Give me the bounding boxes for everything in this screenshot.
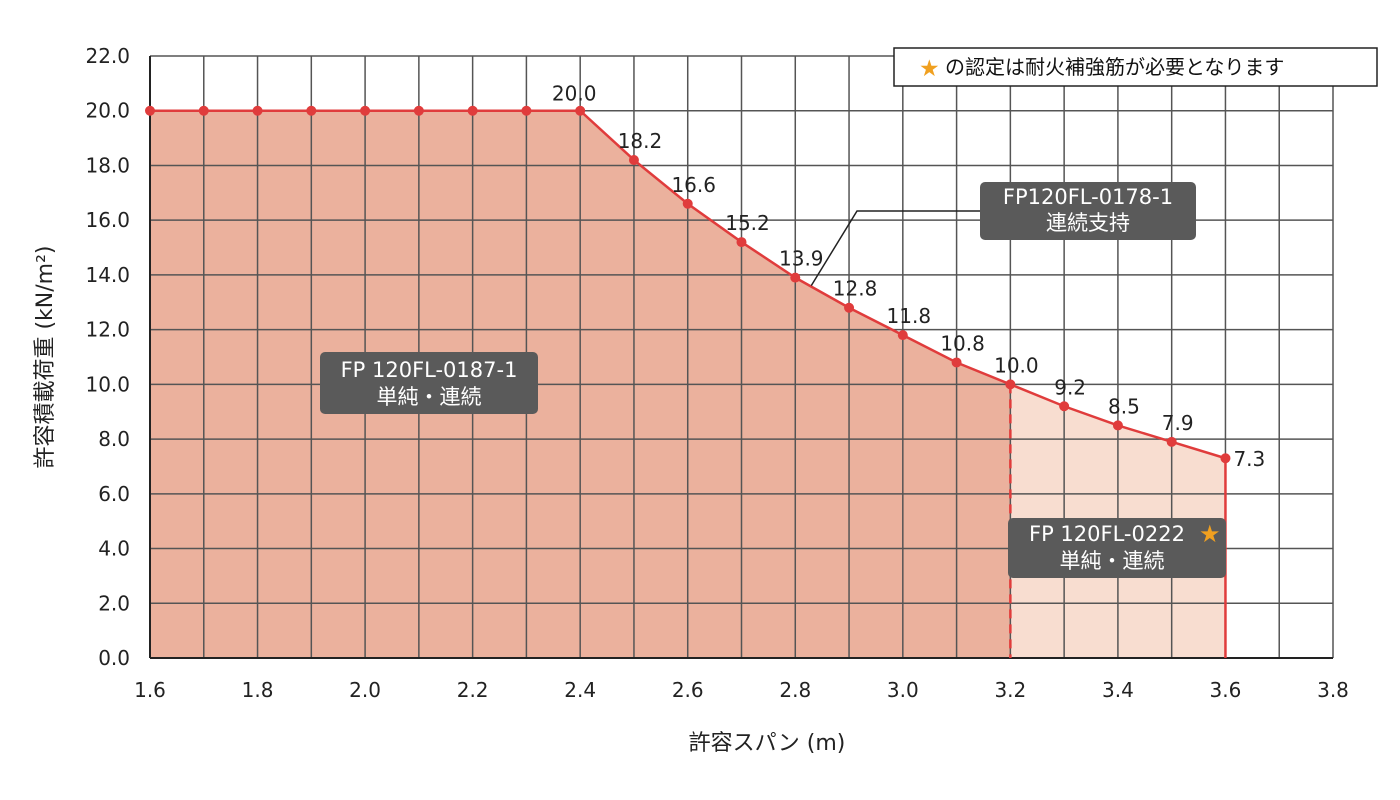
data-point — [575, 105, 586, 116]
data-point — [360, 105, 371, 116]
data-point — [1220, 453, 1231, 464]
data-point — [1112, 420, 1123, 431]
y-tick-label: 0.0 — [98, 646, 130, 670]
y-tick-label: 10.0 — [85, 372, 130, 396]
data-label: 13.9 — [779, 247, 824, 271]
x-tick-label: 2.8 — [779, 678, 811, 702]
y-tick-label: 20.0 — [85, 99, 130, 123]
y-tick-label: 16.0 — [85, 208, 130, 232]
data-label: 7.9 — [1162, 411, 1194, 435]
note-box — [893, 47, 1378, 87]
data-point — [198, 105, 209, 116]
note-text: の認定は耐火補強筋が必要となります — [945, 55, 1284, 79]
region-label-2-line1: FP 120FL-0222 — [1029, 522, 1185, 546]
data-point — [306, 105, 317, 116]
x-tick-label: 3.0 — [887, 678, 919, 702]
region-label-1-line2: 単純・連続 — [377, 385, 482, 409]
data-label: 16.6 — [671, 173, 716, 197]
data-point — [736, 237, 747, 248]
data-point — [844, 302, 855, 313]
data-label: 11.8 — [887, 304, 932, 328]
data-point — [252, 105, 263, 116]
data-point — [897, 330, 908, 341]
data-label: 18.2 — [618, 129, 663, 153]
data-point — [1166, 436, 1177, 447]
x-tick-label: 2.4 — [564, 678, 596, 702]
data-point — [628, 154, 639, 165]
callout-line2: 連続支持 — [1046, 211, 1130, 235]
y-tick-label: 6.0 — [98, 482, 130, 506]
star-icon: ★ — [1199, 520, 1221, 548]
region-label-1-line1: FP 120FL-0187-1 — [341, 358, 518, 382]
data-point — [521, 105, 532, 116]
data-label: 20.0 — [552, 82, 597, 106]
data-label: 9.2 — [1054, 375, 1086, 399]
data-label: 7.3 — [1233, 447, 1265, 471]
data-point — [467, 105, 478, 116]
y-axis-title: 許容積載荷重 (kN/m²) — [33, 245, 58, 468]
data-point — [145, 105, 155, 116]
y-tick-label: 2.0 — [98, 591, 130, 615]
region-label-2-line2: 単純・連続 — [1060, 549, 1165, 573]
x-tick-label: 1.8 — [242, 678, 274, 702]
data-point — [1005, 379, 1016, 390]
callout-leader-line — [810, 210, 980, 287]
y-tick-label: 4.0 — [98, 537, 130, 561]
x-axis-title: 許容スパン (m) — [689, 731, 846, 756]
y-tick-label: 8.0 — [98, 427, 130, 451]
x-tick-label: 2.2 — [457, 678, 489, 702]
y-tick-label: 18.0 — [85, 153, 130, 177]
x-tick-label: 1.6 — [134, 678, 166, 702]
data-point — [1059, 401, 1070, 412]
region-label-box-2 — [1008, 518, 1226, 578]
x-tick-label: 3.4 — [1102, 678, 1134, 702]
data-label: 10.0 — [994, 353, 1039, 377]
x-tick-label: 2.0 — [349, 678, 381, 702]
x-tick-label: 3.2 — [994, 678, 1026, 702]
callout-box — [980, 182, 1196, 240]
x-tick-label: 3.6 — [1210, 678, 1242, 702]
data-point — [790, 272, 801, 283]
y-tick-label: 12.0 — [85, 318, 130, 342]
data-point — [682, 198, 693, 209]
x-tick-label: 3.8 — [1317, 678, 1349, 702]
data-label: 10.8 — [940, 331, 985, 355]
x-tick-label: 2.6 — [672, 678, 704, 702]
data-label: 8.5 — [1108, 394, 1140, 418]
note-star-icon: ★ — [919, 56, 940, 82]
data-label: 15.2 — [725, 211, 770, 235]
data-point — [413, 105, 424, 116]
y-tick-label: 14.0 — [85, 263, 130, 287]
data-label: 12.8 — [833, 277, 878, 301]
data-point — [951, 357, 962, 368]
region-label-box-1 — [320, 352, 538, 414]
callout-line1: FP120FL-0178-1 — [1003, 185, 1173, 209]
y-tick-label: 22.0 — [85, 44, 130, 68]
